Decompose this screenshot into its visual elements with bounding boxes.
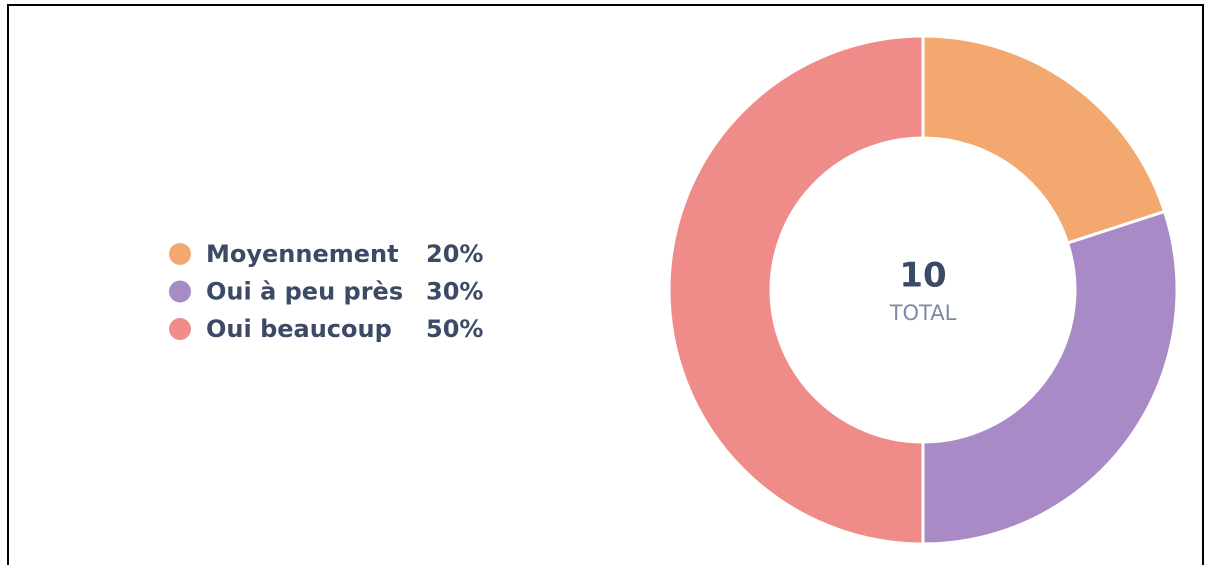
legend-dot xyxy=(169,243,191,265)
total-value: 10 xyxy=(899,256,946,296)
legend-label: Moyennement xyxy=(206,240,399,268)
legend-value: 30% xyxy=(426,278,483,306)
legend-label: Oui beaucoup xyxy=(206,315,392,343)
total-label: TOTAL xyxy=(889,301,957,325)
donut-segment xyxy=(921,209,1179,546)
legend-dot xyxy=(169,280,191,303)
legend-label: Oui à peu près xyxy=(206,278,403,306)
donut-segment xyxy=(667,34,925,546)
donut-segment xyxy=(921,34,1167,245)
frame xyxy=(7,4,1204,565)
legend-value: 50% xyxy=(426,315,483,343)
legend-value: 20% xyxy=(426,240,483,268)
legend-dot xyxy=(169,318,191,340)
